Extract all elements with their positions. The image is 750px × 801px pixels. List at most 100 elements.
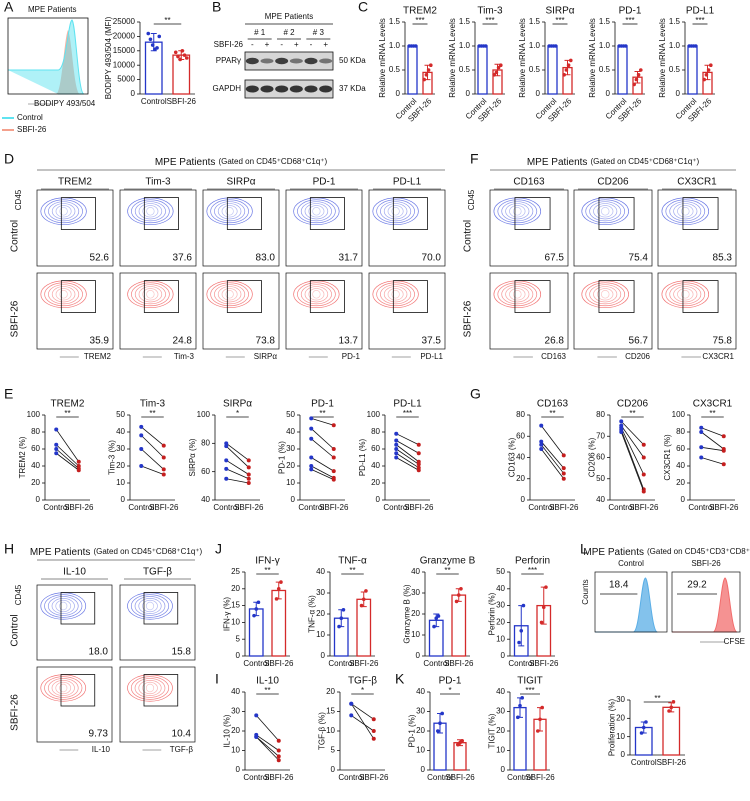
y-tick-label: 60 xyxy=(371,444,380,453)
pair-line xyxy=(620,431,645,492)
contour xyxy=(597,288,614,301)
x-tick-label: Control xyxy=(423,659,449,668)
gate xyxy=(392,197,428,230)
x-tick-label: Control xyxy=(298,503,324,512)
y-axis-label: TREM2 (%) xyxy=(18,436,27,478)
panel-letter: C xyxy=(358,0,368,15)
data-point xyxy=(517,640,521,645)
band xyxy=(275,85,289,93)
blot-title: MPE Patients xyxy=(265,12,313,21)
hist-curve xyxy=(595,577,658,633)
significance: ** xyxy=(264,686,270,695)
flow-plot xyxy=(202,189,280,267)
gate xyxy=(598,197,635,230)
data-point xyxy=(331,423,336,428)
y-tick-label: 80 xyxy=(516,410,525,419)
contour xyxy=(593,203,618,220)
y-tick-label: 0.5 xyxy=(389,65,401,74)
y-tick-label: 30 xyxy=(496,601,505,610)
band-size: 50 KDa xyxy=(339,56,366,65)
data-point xyxy=(161,472,166,477)
band xyxy=(319,58,333,64)
title-main: MPE Patients xyxy=(30,547,91,558)
significance: ** xyxy=(319,409,325,418)
data-point xyxy=(561,466,566,471)
y-tick-label: 80 xyxy=(596,410,605,419)
data-point xyxy=(432,624,436,629)
chart-title: TREM2 xyxy=(51,399,85,410)
x-tick-label: Control xyxy=(338,773,364,782)
x-tick-label: Control xyxy=(631,758,657,767)
contour xyxy=(44,282,83,307)
bar xyxy=(617,45,628,95)
hist-curve xyxy=(8,19,85,95)
data-point xyxy=(176,54,180,59)
data-point xyxy=(394,451,399,456)
gate-percentage: 29.2 xyxy=(687,580,707,591)
pair-line xyxy=(351,703,374,720)
data-point xyxy=(706,68,711,72)
gate xyxy=(514,197,551,230)
pair-line xyxy=(311,469,334,480)
data-point xyxy=(619,430,624,434)
pair-line xyxy=(396,444,419,463)
y-tick-label: 1.0 xyxy=(389,41,401,50)
data-point xyxy=(254,713,259,718)
column-header: PD-L1 xyxy=(393,177,422,188)
gate xyxy=(682,197,719,230)
data-point xyxy=(246,476,251,481)
data-point xyxy=(639,68,643,72)
y-tick-label: 10 xyxy=(616,732,625,741)
panel-letter: B xyxy=(212,0,221,15)
column-header: CX3CR1 xyxy=(677,177,717,188)
y-axis-label: TIGIT (%) xyxy=(487,713,496,748)
contour xyxy=(585,199,626,224)
data-point xyxy=(276,738,281,743)
y-tick-label: 0 xyxy=(321,651,326,660)
band-name: GAPDH xyxy=(213,84,242,93)
bar xyxy=(547,45,558,95)
y-tick-label: 60 xyxy=(596,453,605,462)
data-point xyxy=(641,455,646,460)
contour xyxy=(387,205,404,218)
pair-line xyxy=(226,478,249,484)
data-point xyxy=(224,476,229,481)
pair-line xyxy=(55,444,80,467)
contour xyxy=(297,199,336,224)
contour xyxy=(48,201,80,222)
chart-title: IL-10 xyxy=(256,676,279,687)
band-name: PPARγ xyxy=(216,56,241,65)
gate xyxy=(143,280,179,313)
data-point xyxy=(721,434,726,439)
gate-percentage: 18.4 xyxy=(609,580,629,591)
y-tick-label: 40 xyxy=(496,584,505,593)
data-point xyxy=(309,436,314,441)
y-tick-label: 1.5 xyxy=(599,17,611,26)
contour xyxy=(681,207,690,216)
column-header: CD163 xyxy=(513,177,545,188)
y-axis-label: Relative mRNA Levels xyxy=(448,18,457,98)
y-tick-label: 70 xyxy=(596,431,605,440)
data-point xyxy=(520,696,524,700)
contour xyxy=(380,201,412,222)
y-tick-label: 40 xyxy=(286,427,295,436)
data-point xyxy=(309,426,314,431)
x-tick-label: Control xyxy=(528,503,554,512)
sign: + xyxy=(294,40,299,49)
data-point xyxy=(641,442,646,447)
x-tick-label: Control xyxy=(243,659,269,668)
y-axis-label: PD-1 (%) xyxy=(407,714,416,747)
x-tick-label: SBFI-26 xyxy=(629,503,659,512)
x-tick-label: SBFI-26 xyxy=(549,503,579,512)
legend-label: SBFI-26 xyxy=(17,125,47,134)
gate xyxy=(598,280,635,313)
row-label: Control xyxy=(10,220,21,252)
data-point xyxy=(561,453,566,458)
significance: *** xyxy=(485,16,494,25)
contour xyxy=(391,207,400,216)
data-point xyxy=(161,443,166,448)
gate-percentage: 83.0 xyxy=(256,253,276,264)
pair-line xyxy=(396,452,419,469)
bar xyxy=(356,598,372,657)
